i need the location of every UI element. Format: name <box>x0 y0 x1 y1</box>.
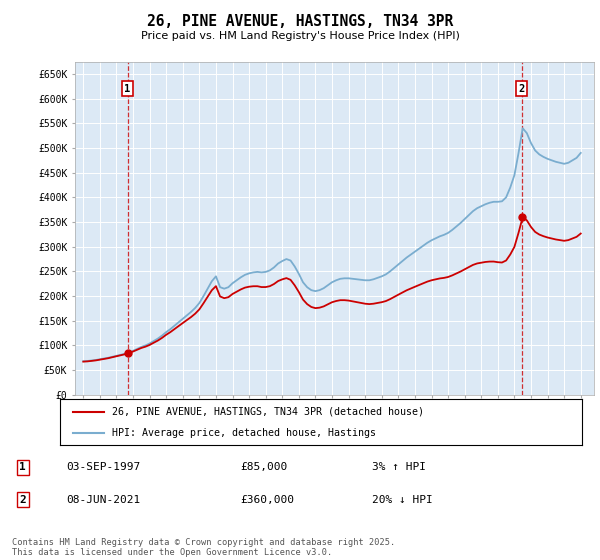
Text: 20% ↓ HPI: 20% ↓ HPI <box>372 495 433 505</box>
Text: 26, PINE AVENUE, HASTINGS, TN34 3PR (detached house): 26, PINE AVENUE, HASTINGS, TN34 3PR (det… <box>112 407 424 417</box>
Text: HPI: Average price, detached house, Hastings: HPI: Average price, detached house, Hast… <box>112 428 376 438</box>
Text: 03-SEP-1997: 03-SEP-1997 <box>66 463 140 473</box>
Text: £85,000: £85,000 <box>240 463 287 473</box>
Text: Contains HM Land Registry data © Crown copyright and database right 2025.
This d: Contains HM Land Registry data © Crown c… <box>12 538 395 557</box>
Text: 2: 2 <box>518 84 525 94</box>
Text: 3% ↑ HPI: 3% ↑ HPI <box>372 463 426 473</box>
Text: Price paid vs. HM Land Registry's House Price Index (HPI): Price paid vs. HM Land Registry's House … <box>140 31 460 41</box>
Text: 08-JUN-2021: 08-JUN-2021 <box>66 495 140 505</box>
Text: 26, PINE AVENUE, HASTINGS, TN34 3PR: 26, PINE AVENUE, HASTINGS, TN34 3PR <box>147 14 453 29</box>
Text: 1: 1 <box>19 463 26 473</box>
Text: 2: 2 <box>19 495 26 505</box>
Text: £360,000: £360,000 <box>240 495 294 505</box>
Text: 1: 1 <box>124 84 131 94</box>
